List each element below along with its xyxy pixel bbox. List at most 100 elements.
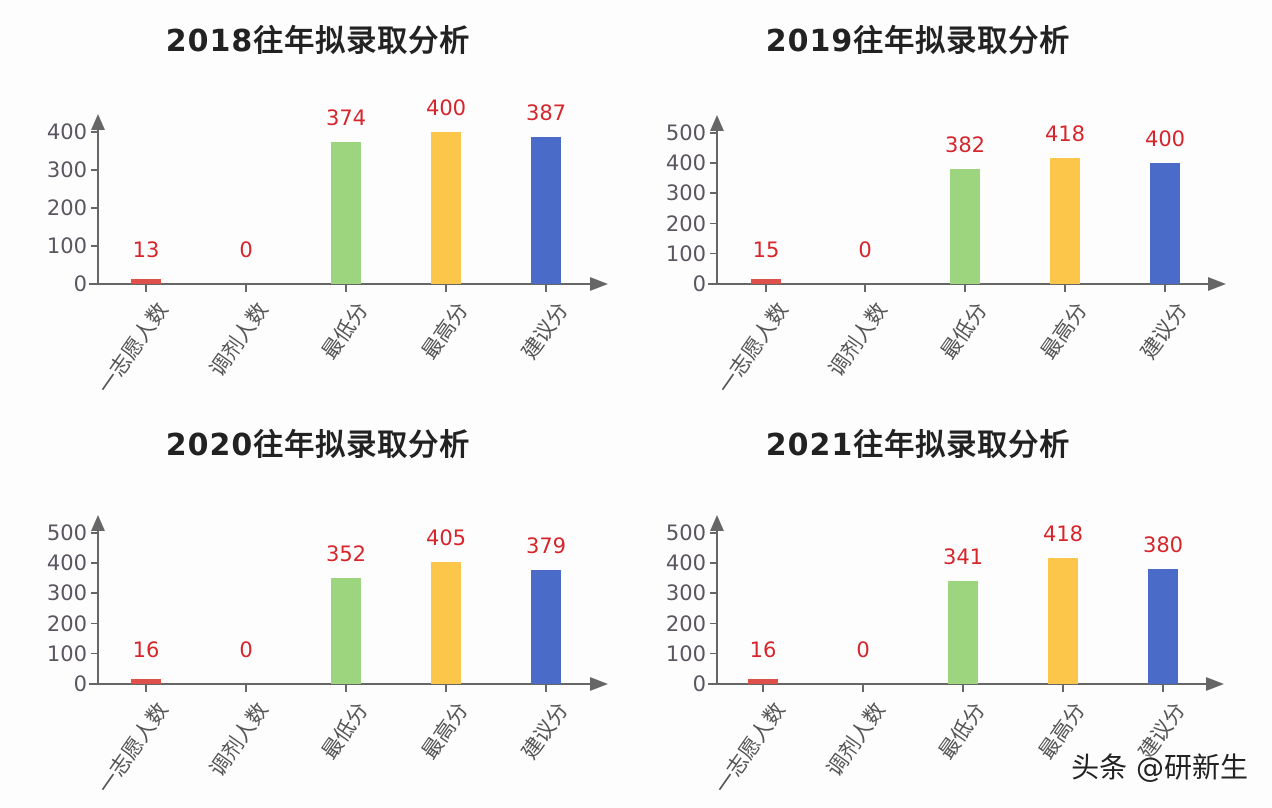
bar xyxy=(431,561,461,684)
y-tick xyxy=(710,162,716,164)
y-tick xyxy=(710,222,716,225)
chart-panel-2019: 2019往年拟录取分析 0 100 200 300 400 500 15 一志愿人数 0 调剂人数… xyxy=(620,0,1256,404)
x-axis-arrow-icon xyxy=(1206,677,1224,691)
bar xyxy=(948,581,978,684)
y-axis xyxy=(97,521,99,684)
y-tick-label: 200 xyxy=(46,611,87,636)
y-tick-label: 0 xyxy=(692,672,706,696)
y-tick-label: 0 xyxy=(73,672,87,696)
y-tick xyxy=(91,283,97,285)
value-label: 15 xyxy=(752,238,780,262)
y-tick xyxy=(91,622,97,625)
y-tick-label: 500 xyxy=(46,521,87,545)
x-axis xyxy=(89,683,592,685)
bar xyxy=(331,141,361,284)
category-label: 调剂人数 xyxy=(824,298,892,381)
category-label: 最低分 xyxy=(317,698,373,764)
y-tick xyxy=(91,683,97,685)
category-label: 最高分 xyxy=(1036,298,1092,364)
x-axis-arrow-icon xyxy=(590,677,608,691)
value-label: 418 xyxy=(1042,521,1084,546)
value-label: 16 xyxy=(749,638,777,662)
x-tick xyxy=(962,684,964,692)
y-tick-label: 100 xyxy=(665,641,706,666)
y-tick-label: 200 xyxy=(665,611,706,636)
y-tick-label: 500 xyxy=(665,121,706,145)
value-label: 379 xyxy=(525,533,567,558)
y-tick xyxy=(91,169,97,171)
chart-title: 2020往年拟录取分析 xyxy=(165,428,471,463)
y-tick-label: 100 xyxy=(46,641,87,666)
x-axis-arrow-icon xyxy=(590,277,608,291)
value-label: 380 xyxy=(1142,533,1184,558)
value-label: 418 xyxy=(1044,121,1086,146)
y-tick xyxy=(91,562,97,564)
y-tick-label: 0 xyxy=(73,272,87,296)
x-tick xyxy=(1064,284,1066,292)
y-tick-label: 0 xyxy=(692,272,706,296)
value-label: 341 xyxy=(942,545,984,570)
category-label: 一志愿人数 xyxy=(710,698,790,799)
y-axis xyxy=(97,120,99,284)
x-tick xyxy=(345,284,347,292)
x-tick xyxy=(1062,684,1064,692)
bar xyxy=(131,279,161,284)
x-tick xyxy=(762,684,764,692)
y-tick-label: 300 xyxy=(665,181,706,206)
chart-panel-2020: 2020往年拟录取分析 0 100 200 300 400 500 16 一志愿人数 0 调剂人数… xyxy=(0,404,636,808)
category-label: 一志愿人数 xyxy=(93,698,173,799)
value-label: 0 xyxy=(856,638,870,662)
y-tick xyxy=(710,283,716,285)
chart-title: 2019往年拟录取分析 xyxy=(765,24,1071,59)
y-tick-label: 400 xyxy=(665,551,706,576)
bar xyxy=(331,577,361,684)
chart-panel-2018: 2018往年拟录取分析 0 100 200 300 400 13 一志愿人数 0 调剂人数 374… xyxy=(0,0,636,404)
value-label: 0 xyxy=(239,638,253,662)
y-axis-arrow-icon xyxy=(91,114,105,130)
y-tick xyxy=(710,192,716,194)
category-label: 调剂人数 xyxy=(205,298,273,381)
x-axis xyxy=(89,283,592,285)
y-tick-label: 400 xyxy=(46,120,87,144)
y-tick xyxy=(710,622,716,625)
value-label: 0 xyxy=(858,238,872,262)
bar xyxy=(1148,569,1178,684)
x-tick xyxy=(145,684,147,692)
x-axis xyxy=(708,283,1210,285)
chart-panel-2021: 2021往年拟录取分析 0 100 200 300 400 500 16 一志愿人数 0 调剂人数… xyxy=(620,404,1256,808)
bar xyxy=(131,679,161,684)
value-label: 0 xyxy=(239,238,253,262)
category-label: 调剂人数 xyxy=(822,698,890,781)
y-axis-arrow-icon xyxy=(91,515,105,531)
value-label: 382 xyxy=(944,132,986,157)
x-tick xyxy=(245,284,247,292)
bar xyxy=(1150,163,1180,284)
y-tick-label: 300 xyxy=(46,581,87,606)
bar xyxy=(531,569,561,684)
category-label: 调剂人数 xyxy=(205,698,273,781)
value-label: 13 xyxy=(132,238,160,262)
y-tick xyxy=(91,532,97,534)
y-axis xyxy=(716,521,718,684)
y-tick xyxy=(710,592,716,594)
x-tick xyxy=(964,284,966,292)
value-label: 405 xyxy=(425,525,467,550)
y-tick-label: 100 xyxy=(665,241,706,266)
category-label: 最低分 xyxy=(934,698,990,764)
x-tick xyxy=(545,284,547,292)
category-label: 建议分 xyxy=(517,298,573,364)
x-tick xyxy=(1162,684,1164,692)
x-tick xyxy=(545,684,547,692)
chart-title: 2018往年拟录取分析 xyxy=(165,24,471,59)
y-tick-label: 200 xyxy=(46,196,87,220)
chart-plot: 0 100 200 300 400 13 一志愿人数 0 调剂人数 374 最低分 400 最高分 387… xyxy=(0,0,636,404)
bar xyxy=(1048,557,1078,684)
bar xyxy=(950,168,980,284)
y-tick-label: 300 xyxy=(46,158,87,182)
y-tick xyxy=(710,562,716,564)
category-label: 一志愿人数 xyxy=(713,298,793,399)
y-tick xyxy=(91,207,97,209)
value-label: 400 xyxy=(1144,127,1186,152)
y-tick xyxy=(710,252,716,255)
category-label: 最低分 xyxy=(317,298,373,364)
